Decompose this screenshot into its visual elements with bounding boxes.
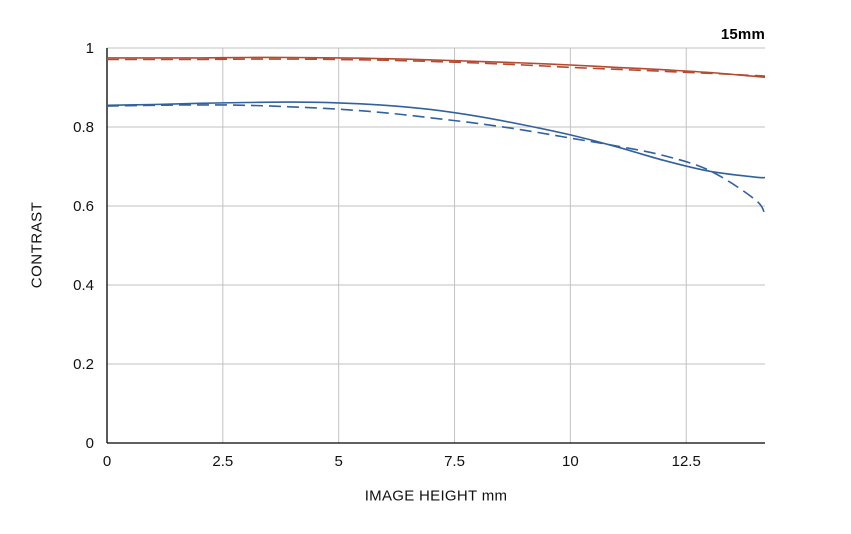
x-tick-label: 5 bbox=[335, 453, 343, 470]
series-line-blue-dashed bbox=[106, 104, 766, 217]
y-tick-label: 0 bbox=[86, 435, 94, 452]
y-tick-label: 0.2 bbox=[73, 356, 94, 373]
x-tick-label: 12.5 bbox=[672, 453, 701, 470]
x-axis-title: IMAGE HEIGHT mm bbox=[364, 487, 508, 505]
x-tick-label: 0 bbox=[103, 453, 111, 470]
series-line-red-dashed bbox=[106, 58, 766, 77]
y-axis-title: CONTRAST bbox=[28, 201, 46, 289]
series-line-red-solid bbox=[106, 56, 766, 78]
y-tick-label: 0.4 bbox=[73, 277, 94, 294]
focal-length-label: 15mm bbox=[720, 26, 765, 43]
y-tick-label: 1 bbox=[86, 40, 94, 57]
y-tick-label: 0.8 bbox=[73, 119, 94, 136]
x-tick-label: 7.5 bbox=[444, 453, 465, 470]
y-tick-label: 0.6 bbox=[73, 198, 94, 215]
x-tick-label: 2.5 bbox=[212, 453, 233, 470]
series-line-blue-solid bbox=[106, 101, 766, 179]
x-tick-label: 10 bbox=[562, 453, 579, 470]
